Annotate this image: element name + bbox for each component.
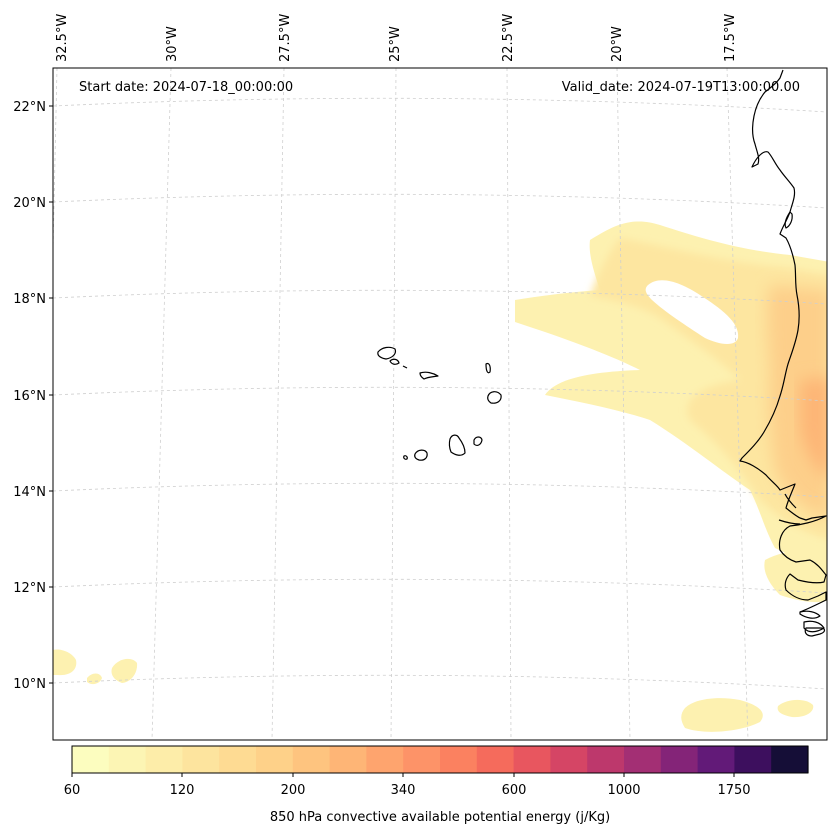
- colorbar-bin: [513, 746, 551, 773]
- colorbar-bin: [734, 746, 772, 773]
- lat-label: 16°N: [13, 389, 46, 404]
- island-santo-antao: [377, 346, 397, 360]
- colorbar-bin: [440, 746, 478, 773]
- cape-region-high: [767, 285, 827, 519]
- colorbar-bin: [256, 746, 294, 773]
- parallel-18N: [53, 289, 827, 305]
- africa-coastline: [739, 69, 827, 613]
- colorbar-bin: [587, 746, 625, 773]
- parallel-22N: [53, 97, 827, 113]
- colorbar-bin: [329, 746, 367, 773]
- island-santiago: [448, 434, 466, 456]
- colorbar-ticks: [71, 773, 735, 777]
- lat-label: 18°N: [13, 292, 46, 307]
- meridian-25W: [390, 68, 397, 740]
- coast-small-4: [804, 627, 826, 637]
- colorbar-tick-label: 600: [502, 783, 527, 798]
- parallel-20N: [53, 193, 827, 209]
- meridian-30W: [151, 68, 172, 740]
- island-sao-nicolau: [419, 371, 439, 380]
- start-date-label: Start date: 2024-07-18_00:00:00: [79, 80, 293, 95]
- colorbar-tick-label: 60: [64, 783, 81, 798]
- colorbar-bin: [182, 746, 220, 773]
- island-boa-vista: [487, 391, 502, 404]
- colorbar-bin: [145, 746, 183, 773]
- colorbar: 60 120 200 340 600 1000 1750 850 hPa con…: [64, 745, 809, 825]
- coast-small-6: [784, 493, 797, 509]
- colorbar-bin: [219, 746, 257, 773]
- lon-label: 32.5°W: [55, 14, 70, 62]
- cape-region-bottom-2: [777, 699, 814, 718]
- graticule: [53, 68, 827, 740]
- lon-label: 27.5°W: [278, 14, 293, 62]
- cape-field: [53, 221, 827, 732]
- colorbar-bin: [624, 746, 662, 773]
- lat-label: 12°N: [13, 581, 46, 596]
- lon-label: 22.5°W: [501, 14, 516, 62]
- parallel-12N: [53, 578, 827, 594]
- colorbar-tick-label: 1000: [607, 783, 640, 798]
- coast-small-2: [799, 610, 821, 619]
- cape-region-southwest-1: [53, 649, 77, 676]
- island-santa-luzia: [402, 365, 408, 369]
- lon-label: 20°W: [610, 26, 625, 62]
- colorbar-bin: [697, 746, 735, 773]
- island-sao-vicente: [389, 358, 400, 365]
- colorbar-bin: [108, 746, 147, 773]
- colorbar-bins: [72, 746, 809, 773]
- colorbar-frame: [71, 745, 809, 774]
- map-frame: [52, 67, 828, 741]
- island-brava: [403, 455, 408, 460]
- colorbar-tick-label: 120: [170, 783, 195, 798]
- colorbar-tick-label: 1750: [717, 783, 750, 798]
- coast-small-5: [778, 519, 801, 525]
- colorbar-bin: [771, 746, 809, 773]
- valid-date-label: Valid_date: 2024-07-19T13:00:00.00: [562, 80, 800, 95]
- lat-label: 22°N: [13, 100, 46, 115]
- lat-label: 20°N: [13, 196, 46, 211]
- cape-dry-hole: [645, 280, 739, 345]
- island-maio: [473, 436, 483, 446]
- meridian-20W: [616, 68, 631, 740]
- colorbar-bin: [476, 746, 515, 773]
- parallel-16N: [53, 386, 827, 402]
- coast-small-3: [803, 620, 825, 633]
- colorbar-bin: [366, 746, 404, 773]
- cape-region-peak: [800, 378, 827, 478]
- lon-label: 25°W: [388, 26, 403, 62]
- latitude-labels: 22°N 20°N 18°N 16°N 14°N 12°N 10°N: [13, 100, 53, 692]
- colorbar-bin: [72, 746, 110, 773]
- cape-region-south: [764, 550, 827, 603]
- parallel-10N: [53, 674, 827, 690]
- colorbar-bin: [550, 746, 588, 773]
- meridian-22.5W: [506, 68, 512, 740]
- cape-region-bottom-1: [681, 698, 763, 732]
- colorbar-label: 850 hPa convective available potential e…: [270, 810, 610, 825]
- colorbar-bin: [403, 746, 441, 773]
- longitude-labels: 32.5°W 30°W 27.5°W 25°W 22.5°W 20°W 17.5…: [55, 14, 738, 62]
- lat-label: 14°N: [13, 485, 46, 500]
- colorbar-bin: [660, 746, 699, 773]
- island-sal: [485, 362, 491, 374]
- coast-small-1: [784, 211, 793, 229]
- lon-label: 17.5°W: [723, 14, 738, 62]
- lat-label: 10°N: [13, 677, 46, 692]
- cape-region-southwest-2: [111, 658, 138, 683]
- lon-label: 30°W: [165, 26, 180, 62]
- colorbar-bin: [292, 746, 331, 773]
- coastlines: [377, 69, 827, 637]
- meridian-32.5W: [53, 68, 58, 251]
- parallel-14N: [53, 482, 827, 498]
- island-fogo: [414, 449, 428, 461]
- meridian-27.5W: [271, 68, 285, 740]
- meridian-17.5W: [726, 68, 749, 740]
- colorbar-tick-label: 200: [281, 783, 306, 798]
- colorbar-tick-label: 340: [391, 783, 416, 798]
